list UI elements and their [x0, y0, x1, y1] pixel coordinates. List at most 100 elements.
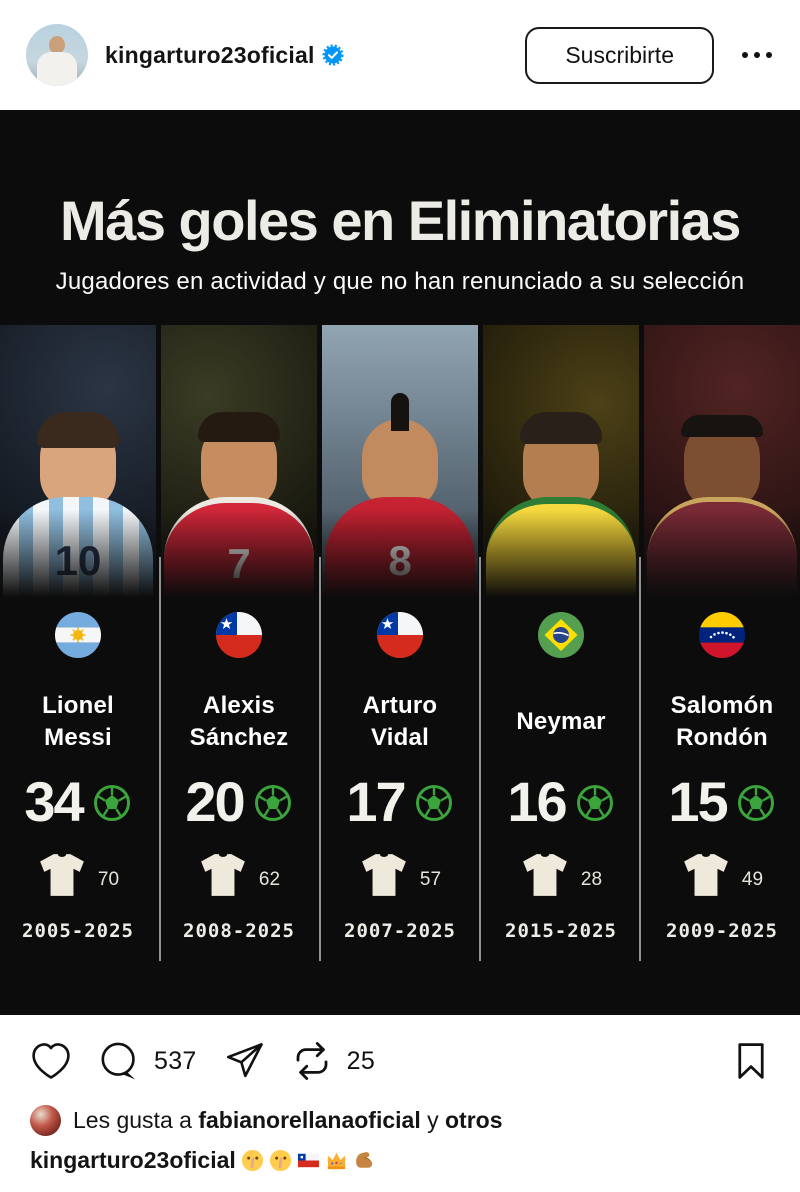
player-silhouette: 7 [164, 411, 314, 605]
player-name: Salomón Rondón [670, 692, 774, 751]
comment-count: 537 [154, 1046, 197, 1075]
like-heart-icon[interactable] [30, 1041, 72, 1081]
goals-stat: 20 [161, 773, 317, 830]
column-divider [159, 557, 161, 961]
player-hair [520, 411, 602, 444]
player-photo: 7 [161, 324, 317, 605]
jersey-icon [40, 853, 84, 896]
goals-stat: 34 [0, 773, 156, 830]
soccer-ball-icon [93, 784, 130, 821]
player-jersey: 7 [164, 496, 314, 605]
career-years: 2008-2025 [183, 919, 295, 942]
career-years: 2015-2025 [505, 919, 617, 942]
player-hair [198, 411, 280, 442]
comment-icon[interactable] [98, 1040, 140, 1082]
username-link[interactable]: kingarturo23oficial [105, 41, 315, 68]
jersey-icon [362, 853, 406, 896]
jersey-icon [684, 853, 728, 896]
venezuela-flag-icon [699, 611, 745, 658]
jersey-icon [523, 853, 567, 896]
column-divider [319, 557, 321, 961]
shushing-face-emoji-icon [241, 1149, 263, 1171]
caption-text-line: kingarturo23oficial [30, 1143, 770, 1179]
share-icon[interactable] [223, 1040, 265, 1082]
player-jersey: 10 [3, 496, 153, 605]
verified-badge-icon [322, 44, 344, 66]
likes-line: Les gusta a fabianorellanaoficial y otro… [30, 1103, 770, 1139]
goals-stat: 15 [644, 773, 800, 830]
chile-flag-icon [377, 611, 423, 658]
player-column-neymar: Neymar 16 28 2015-20 [483, 324, 639, 942]
player-columns: 10 Lionel Messi [0, 324, 800, 942]
avatar-figure [49, 36, 65, 54]
argentina-flag-icon [55, 611, 101, 658]
repost-icon[interactable] [291, 1040, 333, 1082]
matches-stat: 49 [644, 851, 800, 899]
player-name: Arturo Vidal [362, 692, 438, 751]
likes-text: Les gusta a fabianorellanaoficial y otro… [73, 1107, 503, 1133]
chile-flag-icon [216, 611, 262, 658]
soccer-ball-icon [737, 784, 774, 821]
player-head [681, 414, 763, 509]
matches-stat: 70 [0, 851, 156, 899]
player-head [198, 411, 280, 509]
profile-avatar[interactable] [26, 24, 88, 86]
repost-count: 25 [346, 1046, 376, 1075]
player-column-rondon: Salomón Rondón 15 49 [644, 324, 800, 942]
player-head [37, 411, 119, 509]
player-head [520, 411, 602, 509]
matches-stat: 28 [483, 851, 639, 899]
player-column-messi: 10 Lionel Messi [0, 324, 156, 942]
jersey-icon [201, 853, 245, 896]
player-photo [483, 324, 639, 605]
shushing-face-emoji-icon [269, 1149, 291, 1171]
caption: Les gusta a fabianorellanaoficial y otro… [0, 1082, 800, 1178]
subscribe-button[interactable]: Suscribirte [525, 26, 714, 84]
soccer-ball-icon [254, 784, 291, 821]
player-photo: 8 [322, 324, 478, 605]
liker-username-link[interactable]: fabianorellanaoficial [198, 1107, 421, 1133]
player-jersey: 8 [325, 496, 475, 605]
matches-stat: 62 [161, 851, 317, 899]
crown-emoji-icon [327, 1152, 345, 1170]
more-options-button[interactable] [740, 44, 774, 66]
jersey-number: 8 [388, 536, 412, 584]
career-years: 2007-2025 [344, 919, 456, 942]
post-media-infographic[interactable]: Más goles en Eliminatorias Jugadores en … [0, 110, 800, 1015]
player-photo [644, 324, 800, 605]
chile-flag-emoji-icon [297, 1153, 319, 1168]
jersey-number: 7 [227, 539, 251, 587]
others-link[interactable]: otros [445, 1107, 503, 1133]
player-jersey [647, 496, 797, 605]
infographic-subtitle: Jugadores en actividad y que no han renu… [55, 267, 745, 295]
player-mohawk-hair [391, 392, 409, 431]
player-silhouette [647, 414, 797, 605]
avatar-figure-body [37, 52, 77, 86]
soccer-ball-icon [415, 784, 452, 821]
player-column-sanchez: 7 Alexis Sánchez 20 [161, 324, 317, 942]
player-silhouette [486, 411, 636, 605]
player-silhouette: 8 [325, 392, 475, 605]
player-photo: 10 [0, 324, 156, 605]
column-divider [479, 557, 481, 961]
post-header: kingarturo23oficial Suscribirte [0, 0, 800, 110]
player-name: Lionel Messi [42, 692, 114, 751]
action-bar: 537 25 [0, 1015, 800, 1082]
player-name: Alexis Sánchez [189, 692, 289, 751]
player-column-vidal: 8 Arturo Vidal 17 [322, 324, 478, 942]
matches-stat: 57 [322, 851, 478, 899]
column-divider [639, 557, 641, 961]
player-name: Neymar [516, 707, 606, 735]
player-silhouette: 10 [3, 411, 153, 605]
author-username-link[interactable]: kingarturo23oficial [30, 1146, 236, 1173]
career-years: 2009-2025 [666, 919, 778, 942]
soccer-ball-icon [576, 784, 613, 821]
player-head [362, 392, 438, 509]
goals-stat: 17 [322, 773, 478, 830]
liker-avatar[interactable] [30, 1105, 61, 1137]
goals-stat: 16 [483, 773, 639, 830]
save-bookmark-icon[interactable] [732, 1040, 770, 1082]
player-hair [37, 411, 119, 448]
jersey-number: 10 [54, 536, 102, 584]
flexed-biceps-emoji-icon [355, 1152, 372, 1168]
